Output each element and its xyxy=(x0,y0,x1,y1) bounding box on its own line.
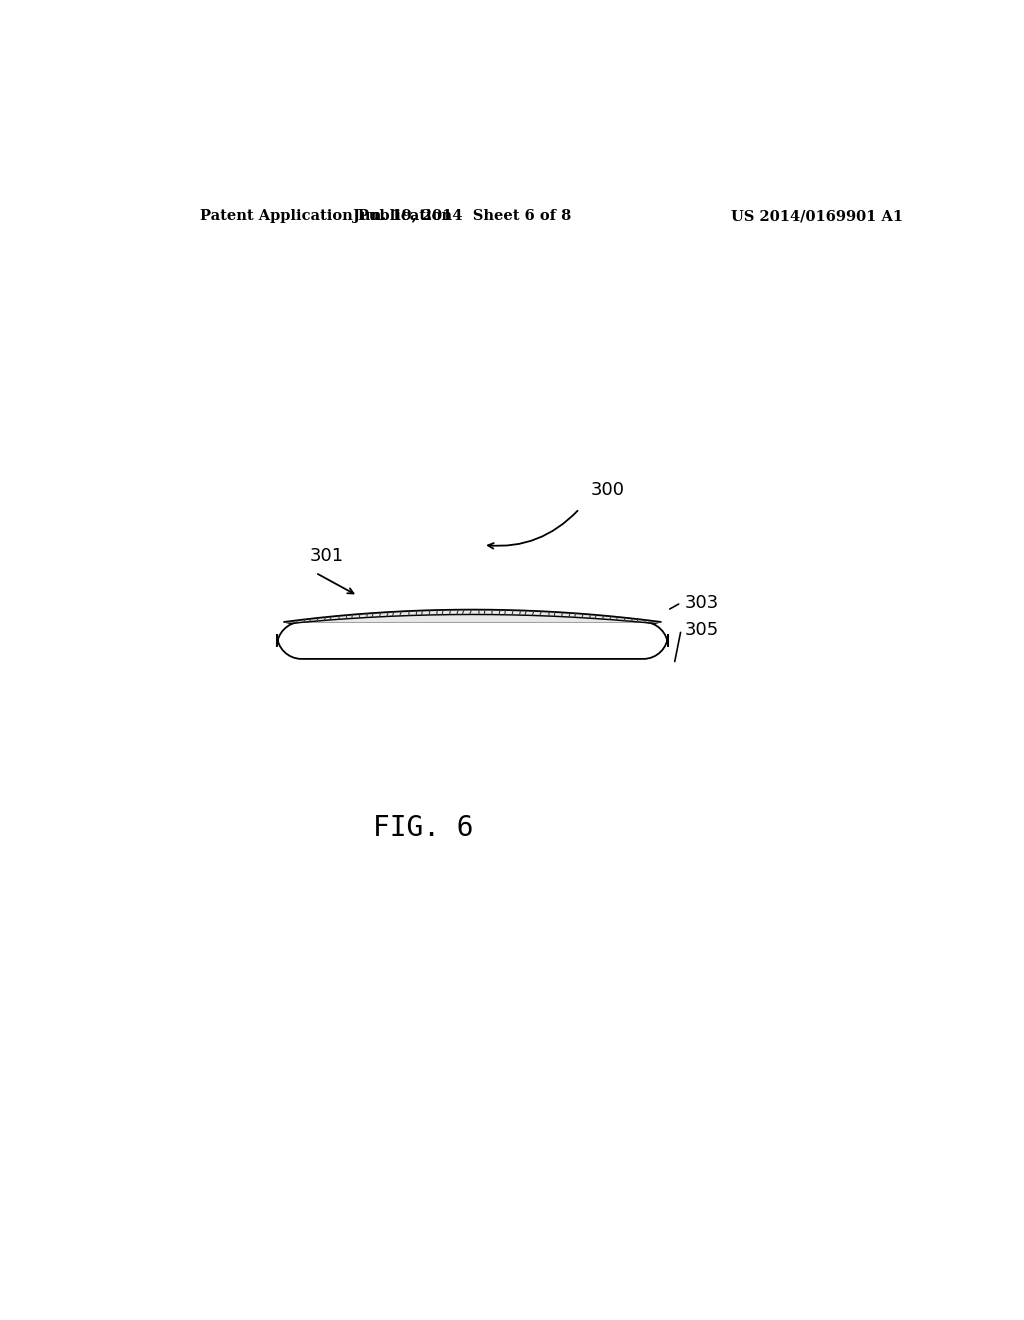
Text: 301: 301 xyxy=(309,546,343,565)
Text: 303: 303 xyxy=(685,594,719,611)
Text: 305: 305 xyxy=(685,620,719,639)
Text: Patent Application Publication: Patent Application Publication xyxy=(200,209,452,223)
Polygon shape xyxy=(285,610,660,622)
PathPatch shape xyxy=(276,622,668,659)
Text: US 2014/0169901 A1: US 2014/0169901 A1 xyxy=(731,209,903,223)
Text: 300: 300 xyxy=(591,480,625,499)
Text: Jun. 19, 2014  Sheet 6 of 8: Jun. 19, 2014 Sheet 6 of 8 xyxy=(352,209,570,223)
Text: FIG. 6: FIG. 6 xyxy=(373,814,473,842)
